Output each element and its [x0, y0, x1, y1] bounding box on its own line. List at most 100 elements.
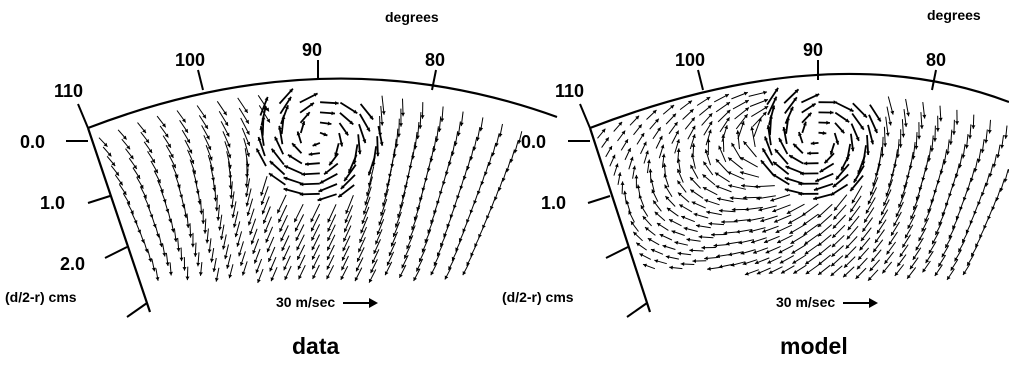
data-vector-arrowhead — [244, 108, 248, 113]
data-vector-arrowhead — [271, 148, 276, 153]
model-vector-arrowhead — [762, 148, 766, 153]
data-vector-arrowhead — [204, 124, 208, 129]
model-vector-arrowhead — [772, 174, 777, 178]
model-vector-arrowhead — [704, 256, 708, 261]
data-vector-arrowhead — [388, 252, 393, 256]
model-vector-arrowhead — [778, 138, 783, 143]
model-vector-arrowhead — [912, 206, 917, 210]
data-vector-arrowhead — [292, 143, 296, 148]
data-vector-arrowhead — [167, 143, 171, 148]
model-vector-arrowhead — [883, 143, 888, 147]
data-vector-arrowhead — [269, 161, 274, 165]
data-vector-arrowhead — [327, 246, 331, 251]
model-vector-arrowhead — [692, 259, 696, 263]
model-vector-arrowhead — [662, 244, 667, 249]
model-vector-arrowhead — [708, 221, 713, 226]
model-vector-arrowhead — [844, 254, 849, 259]
data-vector-arrowhead — [326, 265, 331, 270]
model-vector-arrowhead — [805, 270, 810, 275]
model-vector-arrowhead — [770, 197, 775, 202]
data-vector-arrowhead — [192, 170, 197, 175]
model-vector-arrowhead — [954, 257, 958, 262]
model-vector-arrowhead — [884, 259, 889, 264]
data-vector-arrowhead — [348, 169, 352, 173]
data-angle-tick-label-100: 100 — [175, 50, 205, 70]
model-vector-arrowhead — [601, 128, 606, 133]
data-vector-arrowhead — [282, 256, 287, 261]
model-vector-arrowhead — [1004, 135, 1008, 139]
model-vector-arrowhead — [785, 116, 790, 121]
model-vector-arrowhead — [675, 130, 679, 135]
model-vector-arrowhead — [876, 229, 881, 234]
model-vector-arrowhead — [724, 125, 728, 130]
data-vector-arrowhead — [182, 267, 187, 271]
data-vector-arrowhead — [157, 179, 161, 184]
data-vector-arrowhead — [324, 170, 328, 175]
data-vector-arrowhead — [373, 249, 377, 254]
data-vector-arrowhead — [416, 267, 420, 272]
model-vector-arrowhead — [890, 110, 895, 115]
data-vector-arrowhead — [261, 115, 266, 120]
model-vector-arrowhead — [691, 125, 696, 130]
data-vector-arrowhead — [327, 218, 331, 223]
data-vector-arrowhead — [201, 220, 206, 224]
data-vector-arrowhead — [343, 228, 348, 233]
data-vector-arrowhead — [269, 267, 273, 272]
model-vector-arrowhead — [967, 261, 971, 266]
data-vector-arrowhead — [151, 158, 155, 163]
model-vector-arrowhead — [824, 159, 829, 164]
data-vector-arrowhead — [284, 165, 289, 169]
data-vector-arrowhead — [202, 114, 206, 119]
model-vector-arrowhead — [671, 230, 676, 234]
data-vector-arrowhead — [379, 141, 384, 146]
data-vector-arrowhead — [236, 242, 241, 247]
model-vector-arrowhead — [980, 149, 985, 153]
data-vector-arrowhead — [378, 221, 383, 226]
model-vector-arrowhead — [677, 192, 682, 197]
model-vector-arrowhead — [679, 204, 684, 208]
model-vector-arrowhead — [721, 220, 725, 224]
model-vector-arrowhead — [726, 117, 730, 122]
model-vector-arrowhead — [639, 253, 644, 257]
data-vector-arrowhead — [311, 255, 316, 260]
data-vector-arrowhead — [184, 128, 188, 133]
model-vector-arrowhead — [702, 174, 707, 179]
model-vector-arrowhead — [689, 177, 694, 181]
data-vector-arrowhead — [299, 182, 304, 187]
model-vector-arrowhead — [620, 181, 625, 185]
model-vector-arrowhead — [769, 115, 773, 119]
model-vector-arrowhead — [881, 211, 885, 216]
model-vector-arrowhead — [753, 250, 757, 254]
data-vector-arrowhead — [238, 252, 242, 257]
model-vector-arrowhead — [907, 224, 912, 229]
model-vector-arrowhead — [656, 223, 661, 227]
model-vector-arrowhead — [869, 267, 874, 272]
data-vector-arrowhead — [340, 185, 345, 189]
data-vector-arrowhead — [390, 163, 395, 168]
model-vector-arrowhead — [742, 261, 747, 266]
data-vector-arrowhead — [401, 112, 405, 117]
model-vector-arrowhead — [677, 251, 682, 256]
model-vector-arrowhead — [938, 117, 943, 122]
model-vector-arrowhead — [832, 183, 837, 188]
model-vector-arrowhead — [706, 97, 711, 101]
model-vector-arrowhead — [905, 234, 909, 239]
data-panel-title: data — [292, 333, 340, 359]
data-vector-arrowhead — [179, 257, 184, 262]
data-vector-arrowhead — [366, 127, 370, 132]
data-vector-arrowhead — [151, 267, 156, 272]
data-vector-arrowhead — [256, 148, 260, 153]
model-vector-arrowhead — [938, 221, 942, 226]
model-vector-arrowhead — [922, 114, 927, 119]
data-vector-arrowhead — [364, 201, 369, 206]
model-vector-arrowhead — [785, 165, 790, 170]
model-vector-arrowhead — [996, 154, 1001, 158]
model-vector-arrowhead — [680, 262, 685, 266]
data-vector-arrowhead — [420, 115, 425, 119]
model-vector-arrowhead — [658, 135, 663, 140]
model-vector-arrowhead — [874, 239, 879, 243]
data-vector-arrowhead — [182, 118, 186, 123]
data-vector-arrowhead — [133, 165, 137, 169]
data-vector-arrowhead — [126, 145, 131, 150]
data-vector-arrowhead — [335, 101, 339, 106]
